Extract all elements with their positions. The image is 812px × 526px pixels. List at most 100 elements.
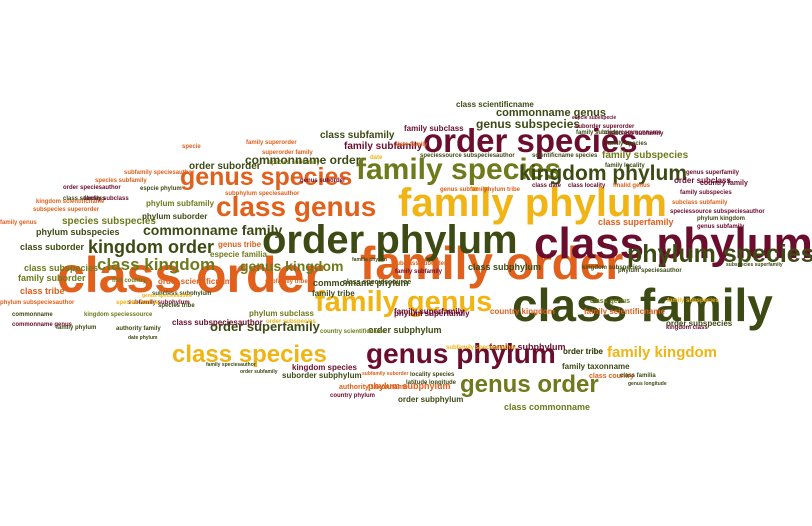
cloud-word: class subspecies: [24, 263, 99, 273]
cloud-word: commonname: [12, 312, 53, 318]
cloud-word: kingdom speciessource: [84, 312, 153, 318]
cloud-word: phylum subspeciesauthor: [0, 300, 75, 306]
cloud-word: authority family: [116, 326, 161, 332]
cloud-word: subspecies superfamily: [726, 262, 783, 268]
cloud-word: class country: [589, 373, 635, 380]
cloud-word: kingdom subspecies: [582, 265, 642, 271]
cloud-word: order scientificname: [158, 277, 237, 286]
cloud-word: family subspecies: [680, 190, 732, 196]
cloud-word: subfamily subphylum: [128, 300, 190, 306]
cloud-word: family kingdom: [607, 344, 718, 361]
cloud-word: specie: [182, 144, 201, 150]
cloud-word: class genus: [216, 191, 377, 222]
cloud-word: finalid genus: [613, 183, 651, 189]
cloud-word: class familia: [620, 373, 656, 379]
cloud-word: phylum subphylum: [368, 381, 451, 391]
cloud-word: country phylum: [330, 393, 376, 399]
cloud-word: country scientificname: [320, 329, 386, 335]
cloud-word: order species: [423, 122, 638, 159]
cloud-word: commonname genus: [12, 322, 73, 328]
cloud-word: class commonname: [504, 402, 591, 412]
cloud-word: family subspecies: [602, 150, 689, 161]
cloud-word: class subfamily: [320, 130, 395, 141]
cloud-word: order superfamily: [210, 319, 320, 334]
cloud-word: espcie subespecie: [572, 115, 617, 121]
cloud-word: family superfamily: [394, 307, 465, 316]
cloud-word: commonname order: [245, 153, 361, 167]
cloud-word: family speciesauthor: [206, 362, 256, 368]
cloud-word: class locality: [568, 183, 606, 189]
cloud-word: class subphylum: [468, 262, 542, 272]
cloud-word: class phylum: [534, 219, 812, 268]
cloud-word: family genus: [315, 286, 493, 318]
cloud-word: family subclass: [404, 124, 464, 133]
cloud-word: phylum subfamily: [146, 199, 215, 208]
cloud-word: phylum suborder: [142, 212, 208, 221]
cloud-word: kingdom phylum: [519, 162, 687, 185]
cloud-word: genus superfamily: [686, 170, 740, 176]
cloud-word: order suborder: [189, 161, 261, 172]
cloud-word: family scientificname: [584, 307, 665, 316]
cloud-word: subclass subfamily: [672, 200, 728, 206]
cloud-word: family subfamily: [344, 141, 423, 152]
cloud-word: genus speciesauthor: [142, 293, 193, 299]
cloud-word: subclass subfamily: [608, 131, 664, 137]
cloud-word: order subphylum: [398, 395, 464, 404]
cloud-word: phylum superfamily: [394, 309, 470, 318]
cloud-word: genus kingdom: [240, 258, 344, 274]
cloud-word: family subclass: [84, 196, 129, 202]
cloud-word: class order: [57, 247, 324, 303]
cloud-word: class date: [532, 183, 562, 189]
cloud-word: family species: [356, 153, 562, 186]
cloud-word: species subfamily: [268, 160, 320, 166]
cloud-word: class genus: [590, 298, 631, 305]
cloud-word: family species: [606, 141, 648, 147]
cloud-word: genus longitude: [628, 381, 667, 387]
cloud-word: date phylum: [128, 335, 158, 341]
cloud-word: class subspeciesauthor: [172, 318, 263, 327]
cloud-word: country family: [700, 180, 748, 187]
cloud-word: order phylum: [262, 218, 518, 262]
cloud-word: class tribe: [20, 286, 65, 296]
cloud-word: genus subspecies: [476, 117, 581, 131]
cloud-word: family locality: [605, 163, 645, 169]
cloud-word: order tribe: [563, 347, 604, 356]
cloud-word: order speciesauthor: [63, 185, 121, 191]
cloud-word: subphylum speciesauthor: [225, 191, 300, 197]
cloud-word: class family: [512, 279, 773, 331]
cloud-word: genus suborder: [300, 178, 346, 184]
cloud-word: class scientificname: [456, 100, 534, 109]
cloud-word: subfamily speciesauthor: [124, 170, 195, 176]
cloud-word: class suborder: [20, 242, 85, 252]
cloud-word: genus species: [180, 163, 353, 191]
cloud-word: family taxonname: [562, 362, 630, 371]
cloud-word: subclass suborder: [393, 261, 447, 267]
cloud-word: order subfamily: [240, 369, 278, 375]
cloud-word: phylum speciesauthor: [618, 268, 682, 274]
cloud-word: species subfamily: [95, 178, 147, 184]
cloud-word: family subphylum: [489, 342, 566, 352]
cloud-word: commonname genus: [496, 107, 607, 119]
cloud-word: phylum subclass: [249, 309, 314, 318]
cloud-word: genus tribe: [218, 240, 262, 249]
cloud-word: kingdom class: [666, 325, 708, 331]
cloud-word: speciessource subspeciesauthor: [420, 153, 515, 159]
cloud-word: class commonname: [604, 130, 662, 136]
cloud-word: scientificname species: [532, 153, 598, 159]
cloud-word: family phylum: [56, 325, 97, 331]
cloud-word: family subspecies: [667, 298, 719, 304]
cloud-word: commonname family: [143, 222, 283, 238]
cloud-word: class species: [172, 341, 327, 368]
cloud-word: genus phylum: [366, 338, 556, 369]
cloud-word: genus subfamily: [440, 187, 488, 193]
cloud-word: subfamily speciesauthor: [446, 345, 517, 351]
cloud-word: class subclass: [63, 196, 106, 202]
cloud-word: order subclass: [674, 176, 731, 185]
cloud-word: suborder subphylum: [282, 371, 362, 380]
cloud-word: suborder superorder: [575, 124, 635, 130]
cloud-word: locality species: [410, 372, 455, 378]
cloud-word: authority taxonname: [339, 384, 408, 391]
cloud-word: subspecies superorder: [33, 207, 100, 213]
cloud-word: commonname phylum: [313, 278, 409, 288]
